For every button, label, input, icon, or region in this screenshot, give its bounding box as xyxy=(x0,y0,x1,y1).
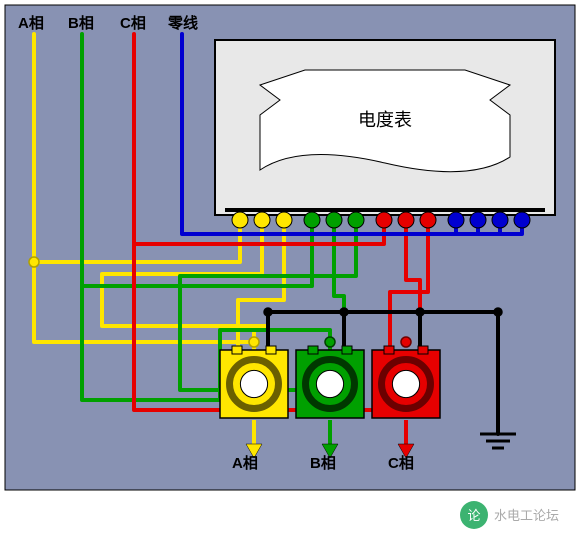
node-5 xyxy=(340,308,348,316)
terminal-11 xyxy=(492,212,508,228)
ct-2 xyxy=(372,346,440,418)
diagram-canvas: 电度表 A相 B相 C相 零线 A相 B相 C相论水电工论坛 xyxy=(0,0,588,540)
node-0 xyxy=(29,257,39,267)
terminal-9 xyxy=(448,212,464,228)
ct-1 xyxy=(296,346,364,418)
terminal-3 xyxy=(304,212,320,228)
node-6 xyxy=(416,308,424,316)
terminal-1 xyxy=(254,212,270,228)
top-label-3: 零线 xyxy=(167,14,198,32)
terminal-8 xyxy=(420,212,436,228)
bottom-label-2: C相 xyxy=(388,454,414,472)
node-7 xyxy=(494,308,502,316)
terminal-4 xyxy=(326,212,342,228)
ct-0 xyxy=(220,346,288,418)
terminal-10 xyxy=(470,212,486,228)
terminal-7 xyxy=(398,212,414,228)
node-2 xyxy=(325,337,335,347)
svg-text:论: 论 xyxy=(467,508,480,523)
bottom-label-1: B相 xyxy=(310,454,336,472)
bottom-label-0: A相 xyxy=(232,454,258,472)
svg-text:水电工论坛: 水电工论坛 xyxy=(494,508,559,523)
terminal-2 xyxy=(276,212,292,228)
node-3 xyxy=(401,337,411,347)
top-label-2: C相 xyxy=(120,14,146,32)
terminal-5 xyxy=(348,212,364,228)
wiring-diagram-svg: 电度表 A相 B相 C相 零线 A相 B相 C相论水电工论坛 xyxy=(0,0,588,540)
terminal-bar xyxy=(225,208,545,212)
top-label-1: B相 xyxy=(68,14,94,32)
node-1 xyxy=(249,337,259,347)
terminal-6 xyxy=(376,212,392,228)
terminal-12 xyxy=(514,212,530,228)
top-label-0: A相 xyxy=(18,14,44,32)
terminal-0 xyxy=(232,212,248,228)
meter-label: 电度表 xyxy=(358,110,412,130)
node-4 xyxy=(264,308,272,316)
